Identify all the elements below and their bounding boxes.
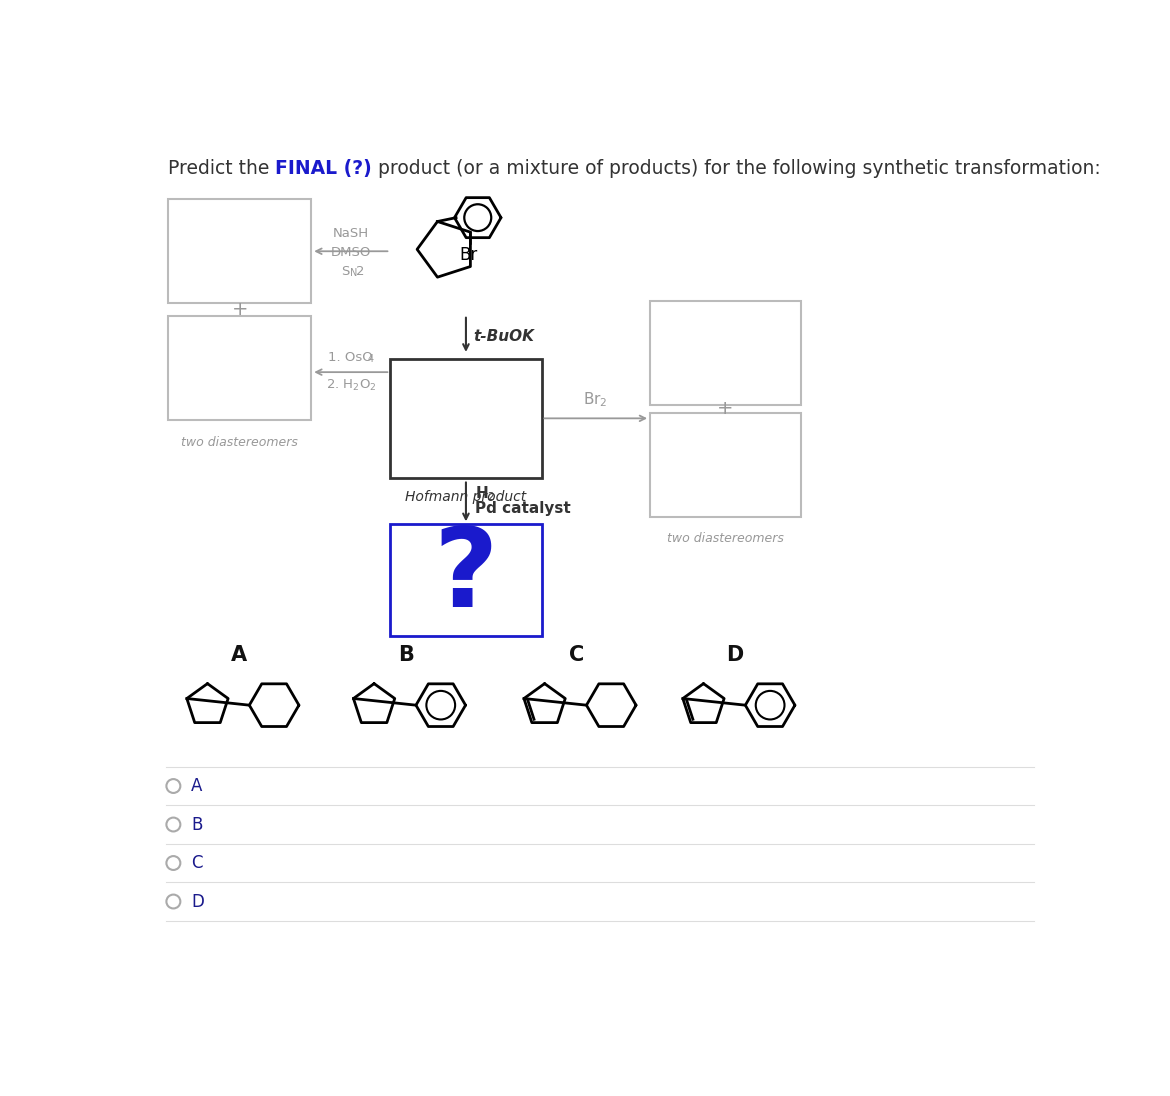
Text: +: + [232,300,248,319]
Bar [651,412,801,516]
Text: ?: ? [434,523,498,630]
Text: product (or a mixture of products) for the following synthetic transformation:: product (or a mixture of products) for t… [372,159,1101,178]
Text: NaSH: NaSH [332,228,369,240]
Text: H$_2$: H$_2$ [475,484,496,503]
Text: Predict the: Predict the [168,159,275,178]
Text: +: + [717,399,734,419]
Text: B: B [191,815,202,834]
Text: B: B [398,646,414,665]
Text: C: C [569,646,584,665]
Text: D: D [727,646,744,665]
Text: Hofmann product: Hofmann product [405,490,526,503]
Bar [168,317,311,420]
Text: 1. OsO: 1. OsO [329,352,373,365]
Text: Br$_2$: Br$_2$ [584,390,608,409]
Text: 2: 2 [357,265,365,278]
Text: t-BuOK: t-BuOK [474,329,535,344]
Bar [168,199,311,304]
Text: Pd catalyst: Pd catalyst [475,501,571,516]
Bar [651,301,801,404]
Text: A: A [232,646,247,665]
Text: 2. H$_2$O$_2$: 2. H$_2$O$_2$ [325,378,377,393]
Text: N: N [350,269,358,278]
Text: A: A [191,777,202,795]
Text: DMSO: DMSO [331,247,371,260]
Text: Br: Br [459,246,477,264]
Text: 4: 4 [367,354,374,365]
Text: C: C [191,854,202,872]
Text: FINAL (?): FINAL (?) [275,159,372,178]
Text: two diastereomers: two diastereomers [667,532,784,545]
Bar [391,358,542,478]
Bar [391,524,542,636]
Text: D: D [191,892,204,911]
Text: S: S [340,265,350,278]
Text: two diastereomers: two diastereomers [181,436,298,448]
